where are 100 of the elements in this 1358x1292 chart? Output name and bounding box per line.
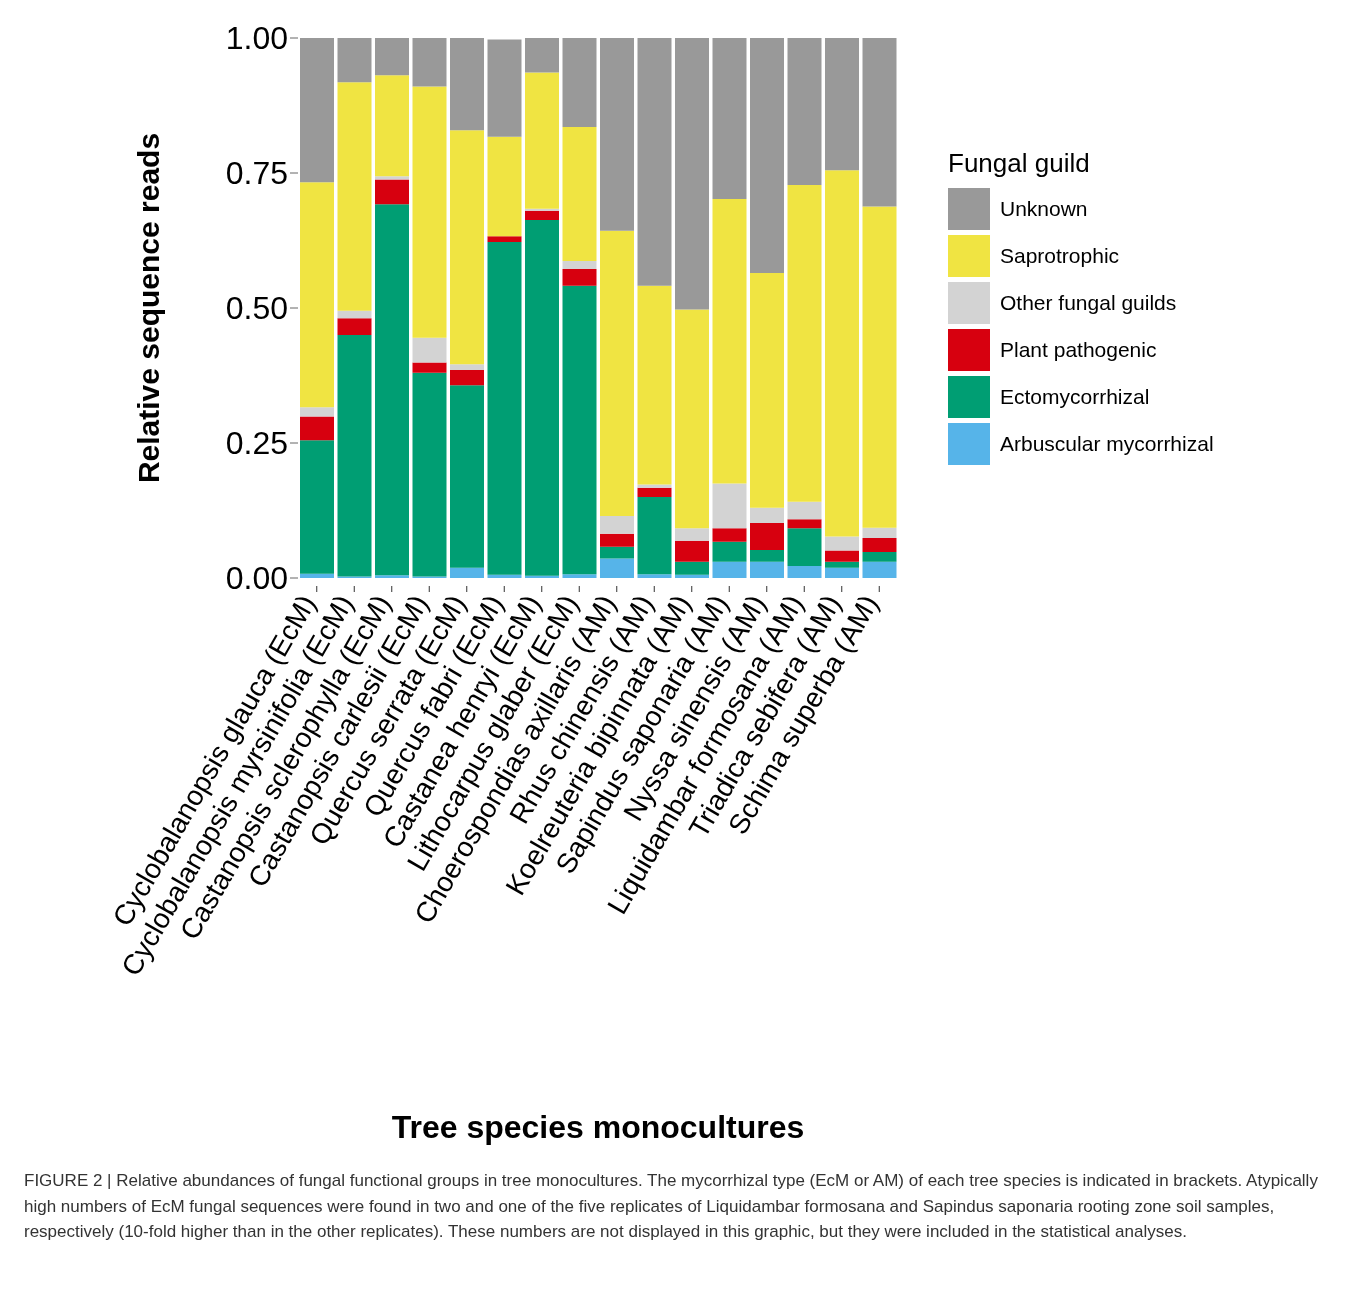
bar	[637, 484, 672, 488]
bar	[862, 527, 897, 539]
bar	[862, 38, 897, 207]
bar	[562, 127, 597, 262]
bar	[487, 574, 522, 578]
bar	[750, 549, 784, 562]
bar	[300, 182, 334, 408]
bar	[487, 242, 522, 575]
bar	[487, 39, 522, 137]
bar	[675, 309, 709, 529]
bar	[600, 38, 634, 231]
bar	[600, 230, 634, 516]
bar	[675, 540, 709, 562]
legend-label: Plant pathogenic	[1000, 337, 1157, 362]
bar	[450, 385, 484, 568]
bar	[337, 335, 372, 577]
bar	[412, 372, 447, 577]
bar	[825, 561, 859, 568]
bar	[750, 561, 784, 578]
bar	[675, 561, 709, 575]
bar	[562, 38, 597, 128]
bar	[675, 574, 709, 578]
bar	[637, 574, 672, 578]
bar	[825, 38, 859, 171]
bar	[525, 210, 559, 220]
bar	[675, 528, 709, 541]
bar	[600, 546, 634, 559]
bar	[300, 407, 334, 417]
bar	[525, 219, 559, 576]
bar	[787, 184, 822, 502]
bar	[375, 75, 409, 177]
bar	[337, 310, 372, 319]
bar	[375, 38, 409, 76]
bar	[712, 561, 747, 578]
bar	[375, 176, 409, 180]
legend-label: Arbuscular mycorrhizal	[1000, 431, 1214, 456]
bar	[750, 522, 784, 550]
x-axis-title: Tree species monocultures	[391, 1109, 805, 1145]
bar	[487, 136, 522, 237]
bar	[450, 38, 484, 131]
y-tick-label: 0.00	[225, 560, 288, 597]
bar	[862, 206, 897, 528]
bar	[450, 364, 484, 371]
bar	[862, 538, 897, 553]
bar	[712, 528, 747, 542]
legend-label: Saprotrophic	[1000, 243, 1120, 268]
bar	[562, 574, 597, 578]
bar	[750, 272, 784, 508]
bar	[562, 261, 597, 270]
bar	[637, 285, 672, 485]
y-tick-label: 0.75	[225, 155, 288, 192]
bar	[825, 170, 859, 537]
bar	[525, 72, 559, 209]
bar	[600, 533, 634, 547]
bar	[300, 573, 334, 578]
bar	[450, 567, 484, 578]
bar	[412, 86, 447, 338]
bar	[637, 497, 672, 575]
bar	[337, 318, 372, 335]
bar	[525, 575, 559, 578]
bar	[862, 561, 897, 578]
bar	[300, 38, 334, 183]
bar	[562, 269, 597, 286]
bar	[637, 487, 672, 497]
bar	[450, 370, 484, 386]
bar	[675, 38, 709, 310]
bar	[375, 204, 409, 576]
caption: FIGURE 2 | Relative abundances of fungal functional groups in tree monocultures. The mycorrhizal type (EcM or AM) of each tree species is indicated in brackets. Atypically high numbers of EcM fungal sequences were found in two and one of the five replicates of Liquidambar formosana and Sapindus saponaria rooting zone soil samples, respectively (10-fold higher than in the other replicates). These numbers are not displayed in this graphic, but they were included in the statistical analyses.	[23, 1170, 1319, 1243]
legend-label: Ectomycorrhizal	[1000, 384, 1150, 409]
legend-label: Unknown	[1000, 196, 1088, 221]
bar	[412, 337, 447, 363]
bar	[487, 236, 522, 243]
bar	[412, 362, 447, 373]
bar	[825, 550, 859, 562]
bar	[825, 536, 859, 551]
bar	[412, 38, 447, 87]
bar	[787, 519, 822, 529]
bar	[712, 198, 747, 484]
bar	[600, 558, 634, 578]
bar	[787, 566, 822, 578]
bar	[337, 38, 372, 83]
bar	[750, 507, 784, 523]
y-tick-label: 0.25	[225, 425, 288, 462]
y-tick-label: 1.00	[225, 20, 288, 57]
bar	[862, 552, 897, 562]
bar	[712, 541, 747, 562]
bar	[375, 179, 409, 205]
bar	[375, 575, 409, 578]
bar	[600, 515, 634, 534]
legend-title: Fungal guild	[948, 148, 1091, 179]
bar	[712, 483, 747, 529]
bar	[750, 38, 784, 273]
bar	[525, 38, 559, 73]
bar	[300, 440, 334, 574]
bar	[825, 567, 859, 578]
bar	[300, 416, 334, 441]
bar	[787, 38, 822, 185]
bar	[562, 285, 597, 575]
y-axis-title: Relative sequence reads	[131, 132, 165, 484]
bar	[787, 528, 822, 567]
